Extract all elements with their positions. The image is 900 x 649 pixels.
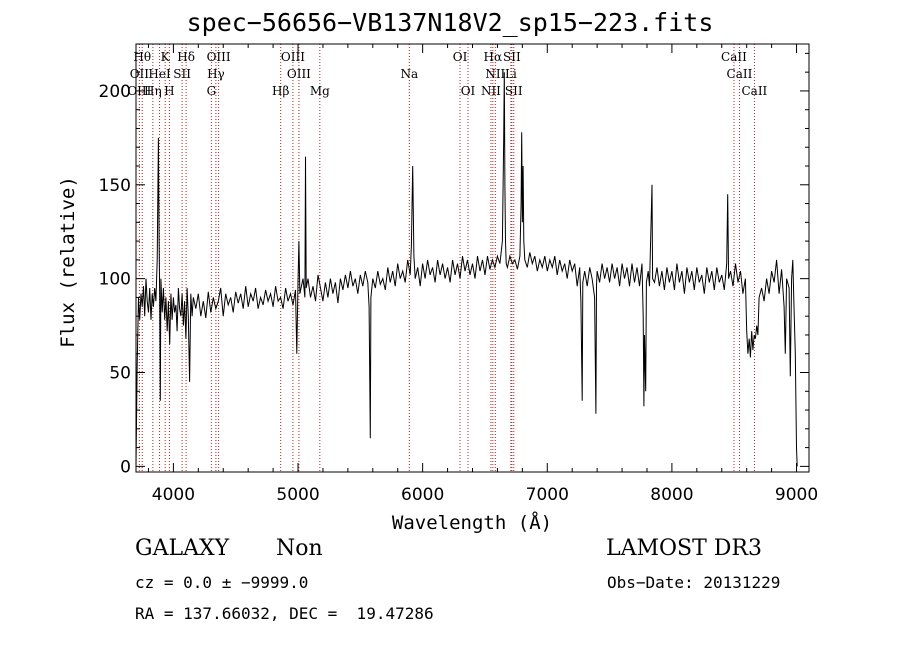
y-tick-label: 200 (99, 82, 131, 102)
x-axis-ticks: 4000 5000 6000 7000 8000 9000 (147, 44, 818, 505)
y-axis-ticks: 0 50 100 150 200 (99, 52, 809, 477)
spectrum-line (135, 72, 798, 467)
spectral-line-label: OIII (287, 67, 311, 81)
x-tick-label: 5000 (276, 485, 319, 505)
line-marker-group (138, 44, 755, 472)
ra-dec-coordinates: RA = 137.66032, DEC = 19.47286 (135, 604, 434, 623)
chart-title: spec−56656−VB137N18V2_sp15−223.fits (186, 8, 714, 37)
spectral-line-label: NII (481, 84, 501, 98)
spectral-line-label: Hγ (207, 67, 225, 81)
x-tick-label: 7000 (526, 485, 569, 505)
spectral-line-label: OIII (207, 50, 231, 64)
spectral-line-label: SII (173, 67, 191, 81)
spectral-line-label: Mg (310, 84, 330, 98)
spectral-line-label: Hδ (177, 50, 195, 64)
spectral-line-label: OI (461, 84, 476, 98)
plot-frame (135, 43, 810, 473)
observation-date: Obs−Date: 20131229 (607, 573, 781, 592)
x-tick-label: 8000 (650, 485, 693, 505)
y-axis-label: Flux (relative) (57, 176, 79, 348)
spectral-line-label: Hα (484, 50, 503, 64)
spectral-line-label: Na (400, 67, 418, 81)
spectral-line-label: CaII (741, 84, 767, 98)
spectral-line-label: OI (453, 50, 468, 64)
spectral-line-label: CaII (721, 50, 747, 64)
spectral-line-label: Hη (144, 84, 162, 98)
object-class: GALAXY (135, 536, 230, 561)
x-tick-label: 6000 (401, 485, 444, 505)
spectral-line-label: OIII (281, 50, 305, 64)
spectral-line-label: Li (505, 67, 517, 81)
spectral-line-label: HeI (148, 67, 171, 81)
survey-name: LAMOST DR3 (606, 536, 762, 561)
x-tick-label: 9000 (775, 485, 818, 505)
x-tick-label: 4000 (152, 485, 195, 505)
y-tick-label: 100 (99, 270, 131, 290)
spectral-line-label: SII (503, 50, 521, 64)
x-axis-label: Wavelength (Å) (392, 511, 552, 534)
spectral-line-label: H (164, 84, 174, 98)
object-subclass: Non (276, 536, 323, 561)
spectral-line-label: G (207, 84, 217, 98)
y-tick-label: 150 (99, 176, 131, 196)
y-tick-label: 50 (109, 364, 131, 384)
spectral-line-label: OII (130, 67, 150, 81)
spectral-line-label: CaII (727, 67, 753, 81)
redshift-cz: cz = 0.0 ± −9999.0 (135, 573, 309, 592)
spectral-line-label: NII (485, 67, 505, 81)
spectral-line-label: Hβ (272, 84, 289, 98)
spectral-line-label: K (161, 50, 171, 64)
spectral-line-label: SII (505, 84, 523, 98)
y-tick-label: 0 (120, 457, 131, 477)
